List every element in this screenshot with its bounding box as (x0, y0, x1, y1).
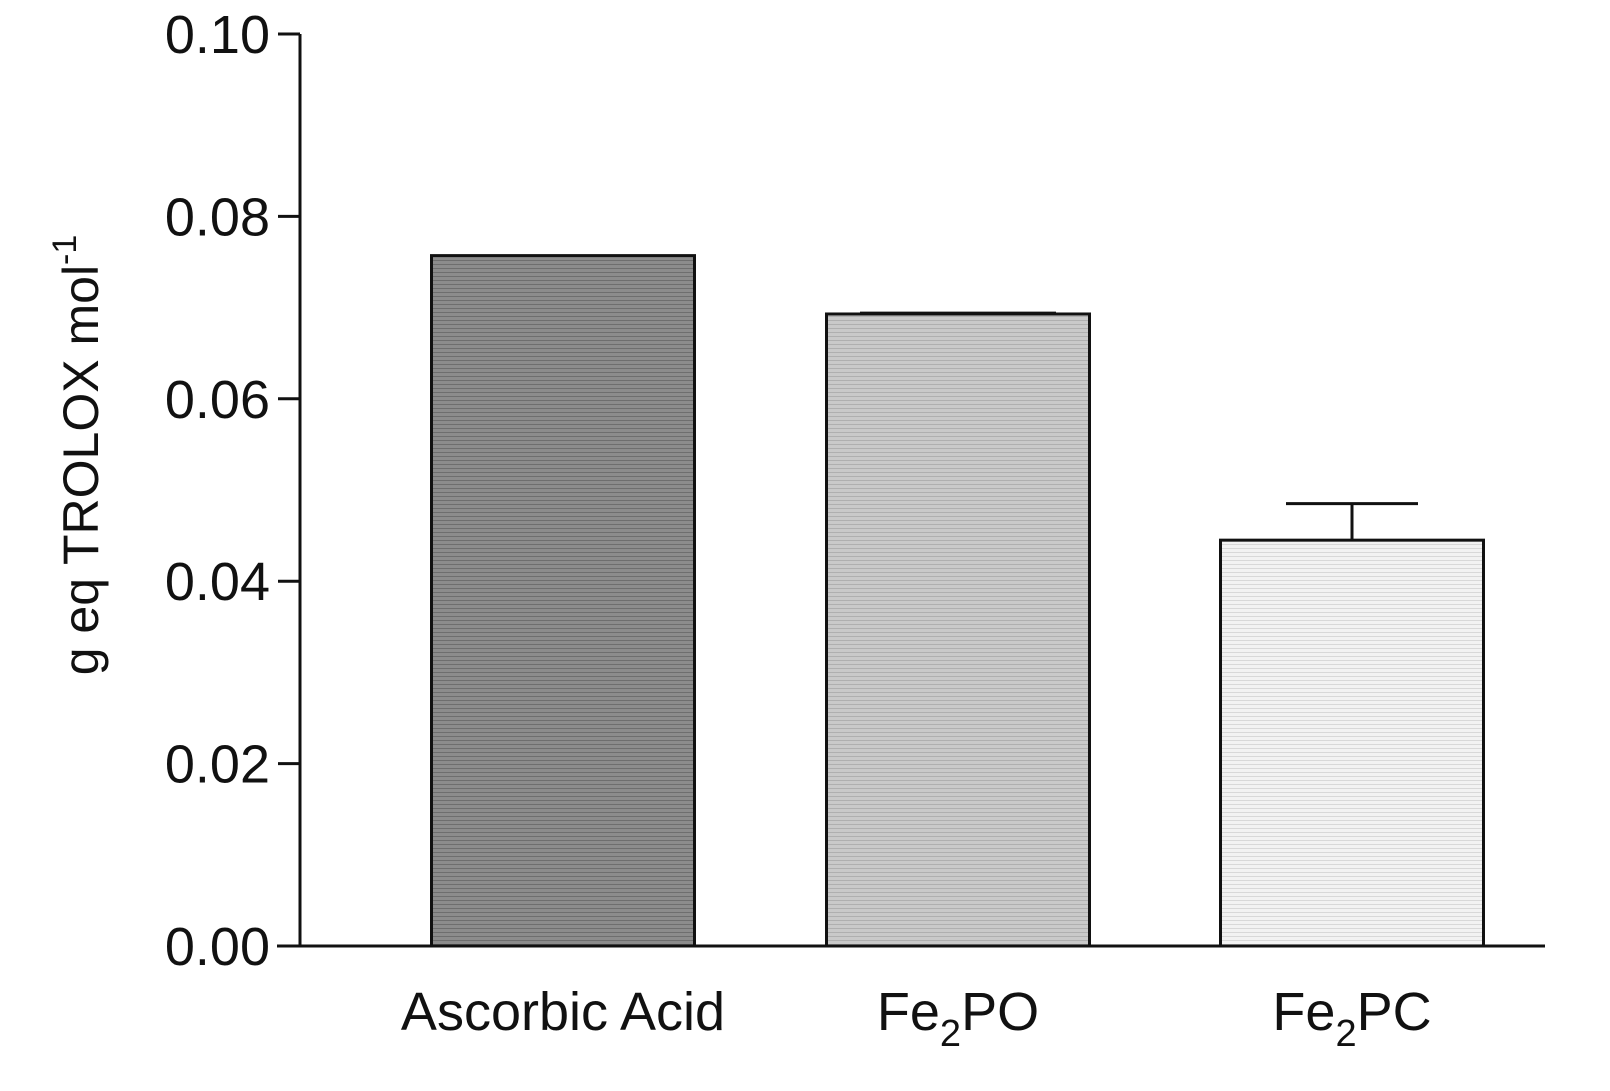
y-tick-label: 0.02 (165, 735, 270, 795)
category-label-ascorbic-acid: Ascorbic Acid (401, 982, 725, 1042)
y-tick-label: 0.06 (165, 370, 270, 430)
y-tick-label: 0.04 (165, 552, 270, 612)
y-axis-title-exponent: -1 (46, 235, 84, 265)
y-axis-title: g eq TROLOX mol-1 (46, 235, 109, 676)
bar (430, 254, 696, 948)
y-tick-label: 0.00 (165, 917, 270, 977)
y-axis-title-main: g eq TROLOX mol (53, 265, 109, 675)
bar (1219, 538, 1485, 948)
y-axis-ticks: 0.00 0.02 0.04 0.06 0.08 0.10 (165, 5, 300, 977)
y-tick-label: 0.10 (165, 5, 270, 65)
bars (430, 254, 1485, 948)
bar (825, 312, 1091, 948)
category-label-fe2po: Fe2PO (877, 982, 1039, 1055)
category-label-fe2pc: Fe2PC (1272, 982, 1431, 1055)
error-bars (860, 311, 1418, 541)
y-tick-label: 0.08 (165, 187, 270, 247)
